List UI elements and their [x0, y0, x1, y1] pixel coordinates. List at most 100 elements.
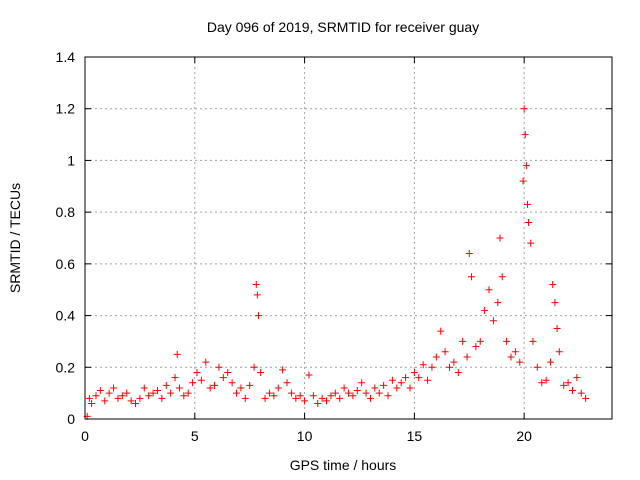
data-point — [118, 392, 126, 400]
data-point — [123, 389, 131, 397]
data-point — [85, 394, 93, 402]
data-point — [538, 379, 546, 387]
data-point — [184, 389, 192, 397]
data-point — [219, 374, 227, 382]
data-point — [279, 366, 287, 374]
data-point — [542, 376, 550, 384]
data-point — [162, 381, 170, 389]
data-point — [573, 374, 581, 382]
data-point — [173, 350, 181, 358]
data-point — [345, 389, 352, 397]
data-point — [246, 381, 254, 389]
y-tick-label: 0.4 — [56, 308, 76, 324]
data-point — [489, 317, 497, 325]
data-point — [498, 273, 506, 281]
plot-frame — [84, 56, 613, 420]
data-point — [253, 291, 261, 299]
data-point — [88, 399, 96, 407]
ticks-layer: 0 0.2 0.4 0.6 0.8 1 1.2 1.4 0 5 10 15 20 — [56, 49, 612, 444]
data-point — [529, 337, 537, 345]
x-tick-label: 5 — [191, 428, 199, 444]
data-point — [454, 368, 462, 376]
grid-layer — [85, 57, 612, 419]
data-point — [441, 348, 449, 356]
data-point — [371, 384, 379, 392]
data-point — [516, 358, 524, 366]
data-point — [101, 397, 109, 405]
x-tick-label: 0 — [81, 428, 89, 444]
data-point — [105, 389, 113, 397]
data-point — [301, 397, 309, 405]
data-point — [145, 392, 153, 400]
data-point — [564, 379, 572, 387]
data-point — [496, 234, 504, 242]
y-tick-label: 0.6 — [56, 256, 76, 272]
data-point — [323, 397, 331, 405]
data-point — [254, 312, 262, 320]
data-point — [485, 286, 493, 294]
y-tick-label: 1.2 — [56, 101, 76, 117]
data-point — [358, 379, 366, 387]
data-point — [224, 368, 232, 376]
data-point — [127, 397, 135, 405]
data-point — [577, 389, 585, 397]
data-point — [149, 389, 157, 397]
data-point — [523, 200, 531, 208]
data-point — [228, 379, 236, 387]
data-point — [175, 384, 183, 392]
y-tick-label: 0.2 — [56, 359, 76, 375]
x-tick-label: 20 — [516, 428, 532, 444]
data-point — [132, 399, 140, 407]
data-point — [305, 371, 313, 379]
data-point — [476, 337, 484, 345]
data-point — [527, 239, 535, 247]
data-point — [193, 368, 201, 376]
data-point — [428, 363, 436, 371]
data-point — [309, 392, 317, 400]
data-point — [153, 387, 161, 395]
data-point — [397, 379, 405, 387]
data-point — [158, 394, 166, 402]
data-point — [241, 394, 249, 402]
data-point — [415, 374, 423, 382]
data-point — [92, 392, 100, 400]
data-point — [503, 337, 511, 345]
y-tick-label: 0 — [67, 411, 75, 427]
data-point — [252, 281, 260, 289]
data-point — [481, 306, 489, 314]
data-point — [553, 325, 561, 332]
data-point — [331, 389, 339, 397]
data-point — [494, 299, 502, 307]
data-point — [533, 363, 541, 371]
data-point — [270, 392, 278, 400]
data-point — [250, 363, 258, 371]
data-point — [380, 381, 388, 389]
data-point — [180, 392, 188, 400]
y-tick-label: 0.8 — [56, 204, 76, 220]
data-point — [362, 389, 370, 397]
data-point — [206, 384, 214, 392]
data-point — [261, 394, 269, 402]
data-point — [393, 384, 401, 392]
y-tick-label: 1 — [67, 152, 75, 168]
data-point — [465, 250, 473, 258]
data-point — [340, 384, 348, 392]
data-point — [467, 273, 475, 281]
data-point — [366, 394, 374, 402]
data-point — [336, 394, 344, 402]
data-point — [237, 384, 245, 392]
data-point — [507, 353, 515, 361]
data-point — [511, 348, 519, 356]
data-point — [437, 327, 445, 335]
data-point — [525, 218, 533, 226]
data-point — [265, 389, 273, 397]
data-point — [327, 392, 335, 400]
data-point — [402, 374, 410, 382]
x-tick-label: 10 — [297, 428, 313, 444]
data-point — [520, 105, 528, 113]
data-point — [314, 399, 322, 407]
data-point — [292, 394, 300, 402]
data-point — [424, 376, 432, 384]
data-point — [211, 381, 219, 389]
